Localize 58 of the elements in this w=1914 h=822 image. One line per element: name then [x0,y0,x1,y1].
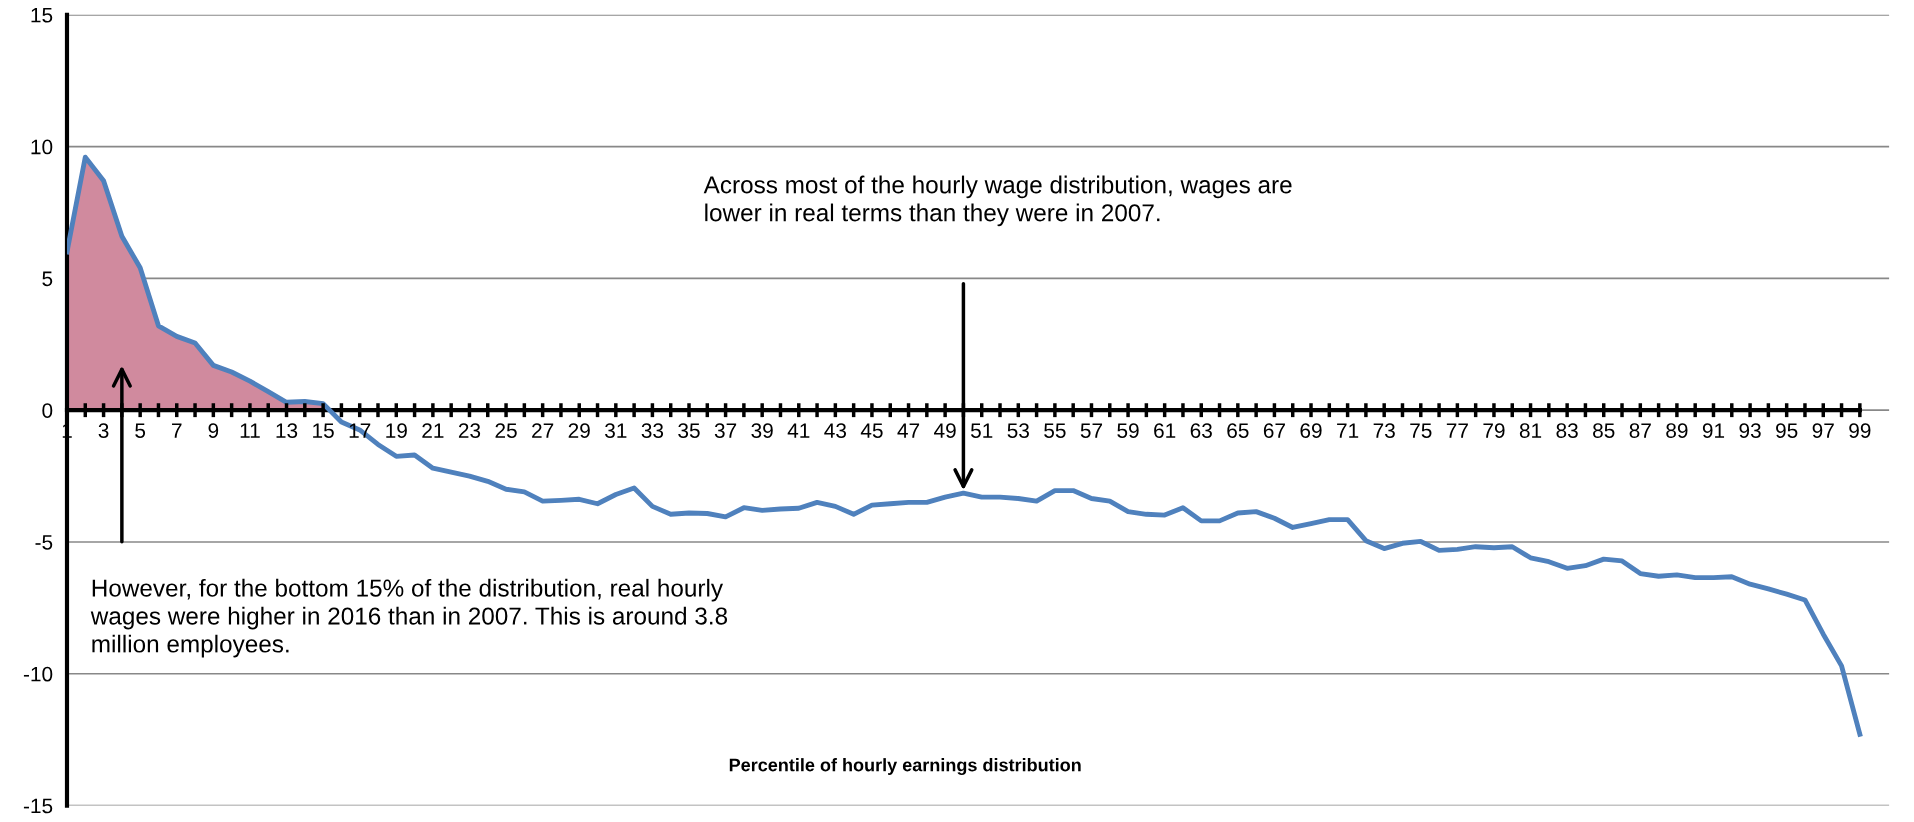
x-tick-label: 99 [1849,423,1871,438]
x-tick-label: 15 [313,423,334,438]
y-tick-label: 0 [42,403,53,418]
x-tick-label: 29 [568,423,590,438]
x-tick-label: 39 [751,423,773,438]
x-tick-label: 19 [386,423,407,438]
x-tick-label: 51 [970,423,993,438]
x-tick-label: 47 [897,423,920,438]
y-tick-label: -5 [35,535,53,550]
x-tick-label: 53 [1007,423,1029,438]
y-tick-label: -15 [23,798,53,814]
x-tick-label: 67 [1263,423,1285,438]
x-axis-title: Percentile of hourly earnings distribution [729,758,1081,776]
x-tick-label: 7 [172,423,182,438]
y-tick-label: 15 [31,8,53,23]
x-tick-label: 87 [1629,423,1651,438]
x-tick-label: 75 [1410,423,1432,438]
x-tick-label: 25 [495,423,517,438]
x-tick-label: 69 [1300,423,1322,438]
x-tick-label: 33 [641,423,664,438]
y-tick-label: 5 [42,271,53,287]
x-tick-label: 9 [208,423,219,438]
annotation: Across most of the hourly wage distribution, wages are lower in real terms than they were in 2007. [703,175,1292,227]
x-tick-label: 41 [787,423,810,438]
x-tick-label: 81 [1519,423,1542,438]
x-tick-label: 55 [1044,423,1066,438]
x-tick-label: 37 [714,423,737,438]
x-tick-label: 61 [1154,423,1176,438]
x-tick-label: 23 [458,423,481,438]
x-tick-label: 71 [1337,423,1359,438]
x-tick-label: 57 [1080,423,1103,438]
x-tick-label: 59 [1117,423,1139,438]
x-tick-label: 91 [1702,423,1725,438]
x-tick-label: 65 [1227,423,1249,438]
x-tick-label: 49 [934,423,956,438]
x-tick-label: 95 [1776,423,1798,438]
x-tick-label: 21 [422,423,444,438]
annotation: However, for the bottom 15% of the distribution, real hourly wages were higher in 2016 than in 2007. This is around 3.8 million employees. [90,578,728,658]
x-tick-label: 27 [532,423,554,438]
x-tick-label: 31 [605,423,627,438]
x-tick-label: 79 [1483,423,1505,438]
x-tick-label: 77 [1446,423,1468,438]
x-tick-label: 73 [1373,423,1395,438]
x-tick-label: 43 [824,423,847,438]
x-tick-label: 35 [678,423,700,438]
x-tick-label: 5 [135,423,146,438]
y-tick-label: 10 [31,139,53,155]
x-tick-label: 85 [1593,423,1615,438]
x-tick-label: 89 [1666,423,1688,438]
y-tick-label: -10 [23,666,53,682]
x-tick-label: 11 [240,423,260,438]
x-tick-label: 45 [860,423,883,438]
x-tick-label: 83 [1556,423,1578,438]
x-tick-label: 13 [276,423,298,438]
x-tick-label: 3 [98,423,109,438]
x-tick-label: 93 [1739,423,1761,438]
x-tick-label: 97 [1812,423,1834,438]
x-tick-label: 63 [1190,423,1212,438]
